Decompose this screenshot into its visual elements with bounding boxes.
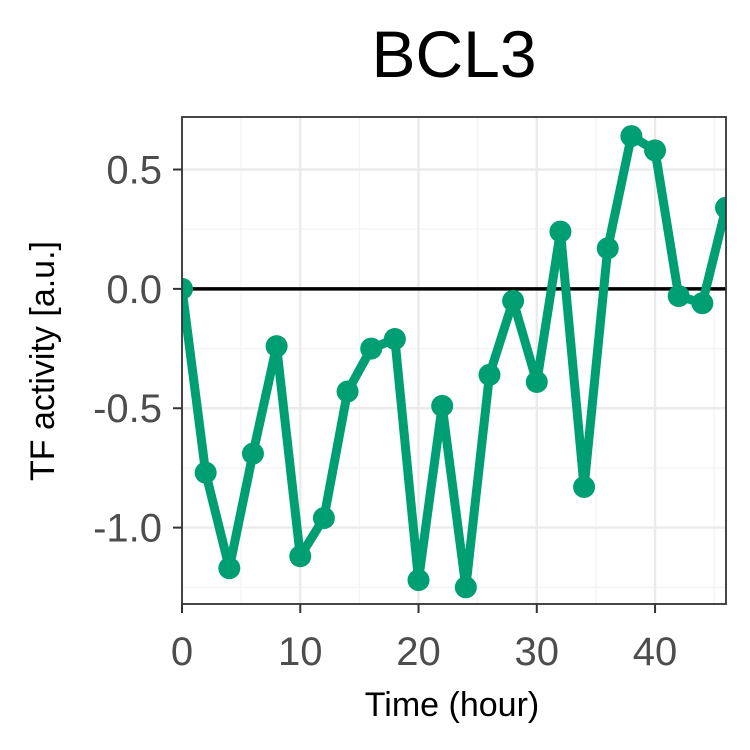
data-point <box>691 292 714 315</box>
data-point <box>715 196 726 219</box>
series-group <box>182 125 726 599</box>
x-tick-label: 30 <box>515 630 560 674</box>
y-tick-label: 0.0 <box>106 268 162 312</box>
data-point <box>265 335 288 358</box>
data-point <box>431 394 454 417</box>
data-point <box>502 289 525 312</box>
data-point <box>644 139 667 162</box>
x-tick-label: 40 <box>633 630 678 674</box>
panel-border <box>181 116 727 605</box>
data-point <box>289 545 312 568</box>
data-point <box>383 328 406 351</box>
data-point <box>454 576 477 599</box>
y-tick-label: -0.5 <box>93 387 162 431</box>
x-tick-label: 10 <box>278 630 323 674</box>
data-point <box>360 337 383 360</box>
data-point <box>478 363 501 386</box>
data-point <box>241 442 264 465</box>
chart-title: BCL3 <box>371 17 536 91</box>
data-point <box>336 380 359 403</box>
data-point <box>407 569 430 592</box>
data-point <box>525 370 548 393</box>
data-point <box>573 476 596 499</box>
plot-panel <box>180 116 727 605</box>
data-point <box>312 507 335 530</box>
x-tick-label: 0 <box>171 630 193 674</box>
data-point <box>596 237 619 260</box>
x-tick-label: 20 <box>396 630 441 674</box>
y-axis-label: TF activity [a.u.] <box>24 241 62 481</box>
data-point <box>194 461 217 484</box>
data-point <box>620 125 643 148</box>
data-point <box>182 277 193 300</box>
x-axis-label: Time (hour) <box>365 686 539 724</box>
data-point <box>667 285 690 308</box>
y-tick-label: 0.5 <box>106 149 162 193</box>
y-tick-label: -1.0 <box>93 507 162 551</box>
data-point <box>549 220 572 243</box>
data-point <box>218 557 241 580</box>
